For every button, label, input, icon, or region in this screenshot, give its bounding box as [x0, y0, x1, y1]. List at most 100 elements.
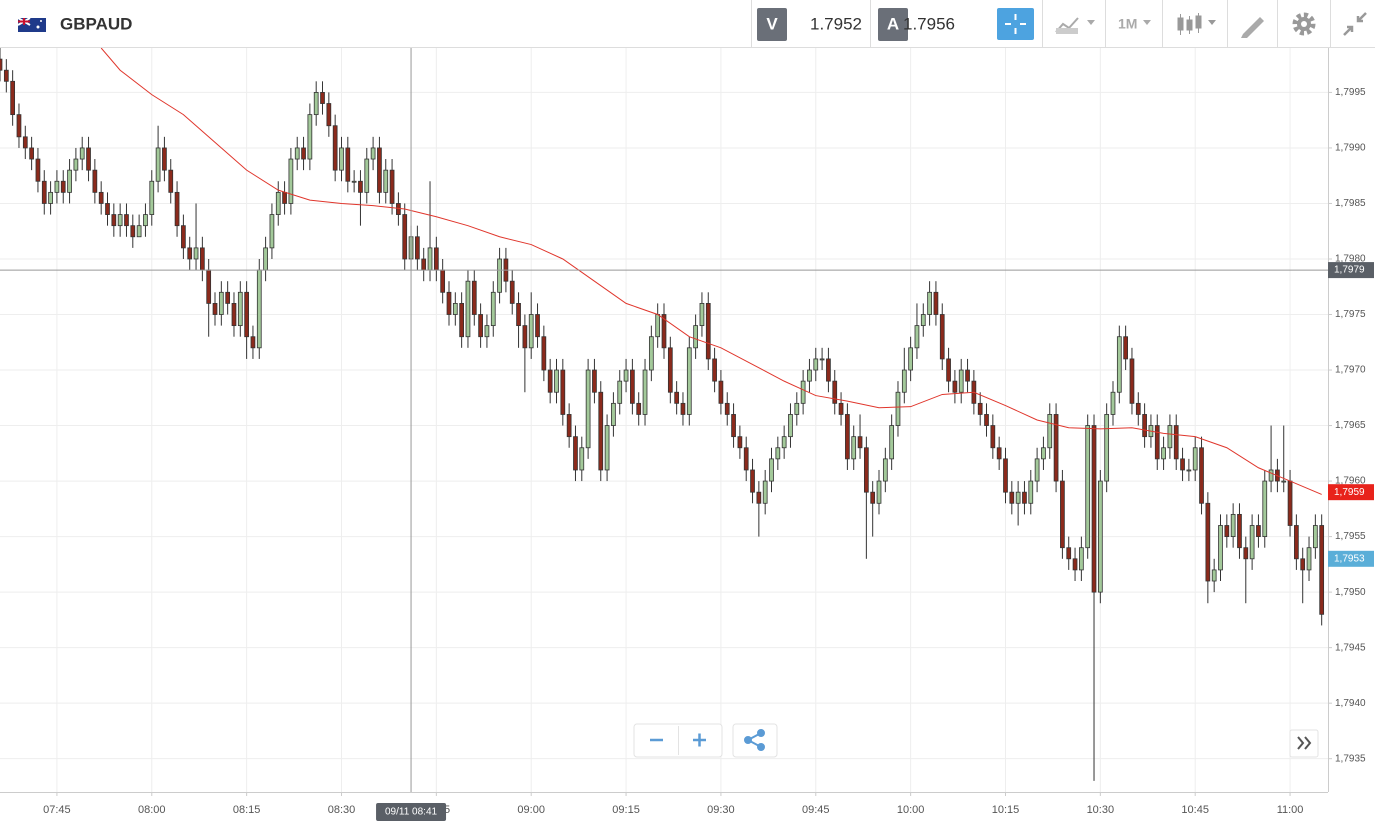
candle-body	[895, 391, 901, 426]
candle-body	[351, 180, 357, 183]
candle-body	[1034, 458, 1040, 482]
candle-body	[674, 391, 680, 404]
x-tick-label: 10:00	[897, 804, 925, 816]
candle-body	[585, 369, 591, 449]
candle-body	[301, 147, 306, 160]
candle-body	[946, 358, 951, 382]
scroll-end-button[interactable]	[1289, 729, 1319, 758]
x-tick-label: 09:15	[612, 804, 640, 816]
candle-body	[731, 414, 736, 438]
candle-body	[10, 80, 16, 116]
ask-label[interactable]: A	[887, 14, 899, 33]
candle-style-button[interactable]	[1177, 13, 1216, 35]
chart-type-button[interactable]	[1055, 17, 1095, 34]
candle-body	[838, 402, 844, 415]
candle-body	[263, 247, 268, 271]
candle-body	[1104, 414, 1110, 482]
candle-body	[623, 369, 629, 382]
toolbar	[0, 0, 1375, 48]
candle-body	[73, 158, 79, 171]
candle-body	[1205, 502, 1211, 582]
candle-body	[433, 247, 439, 271]
candle-body	[60, 180, 66, 193]
settings-button[interactable]	[1292, 12, 1316, 36]
candle-body	[86, 147, 91, 171]
candle-body	[3, 69, 9, 82]
collapse-button[interactable]	[1343, 12, 1367, 36]
candle-body	[22, 136, 28, 149]
y-tick-label: 1,7975	[1335, 309, 1366, 320]
candle-body	[294, 147, 300, 160]
last-price-tag-label: 1,7953	[1334, 553, 1365, 564]
candle-body	[1116, 336, 1122, 393]
candle-body	[402, 214, 408, 260]
candle-body	[655, 314, 661, 338]
candle-body	[389, 169, 395, 204]
y-tick-label: 1,7965	[1335, 420, 1366, 431]
candle-body	[1192, 447, 1198, 471]
candle-body	[1237, 513, 1242, 549]
zoom-in[interactable]	[693, 733, 706, 747]
candle-body	[459, 303, 464, 338]
candle-body	[149, 180, 155, 215]
last-price-tag	[1328, 550, 1374, 567]
x-tick-label: 09:45	[802, 804, 830, 816]
y-tick-label: 1,7985	[1335, 198, 1366, 209]
draw-button[interactable]	[1241, 17, 1264, 38]
candle-body	[1167, 425, 1173, 449]
candle-body	[111, 214, 117, 227]
candle-body	[174, 191, 180, 227]
candle-body	[864, 447, 869, 493]
candle-body	[288, 158, 294, 204]
crosshair-time-label: 09/11 08:41	[385, 807, 438, 818]
timeframe[interactable]: 1M	[1118, 16, 1137, 32]
candle-body	[48, 191, 53, 204]
candle-body	[775, 447, 781, 460]
crosshair-button[interactable]	[997, 8, 1034, 40]
x-tick-label: 09:00	[517, 804, 545, 816]
ask-button[interactable]	[878, 8, 908, 41]
candle-body	[1142, 414, 1147, 438]
candle-body	[358, 180, 363, 193]
candle-body	[1154, 425, 1160, 460]
candle-body	[598, 391, 604, 471]
candle-body	[845, 414, 850, 460]
candle-body	[415, 236, 420, 260]
candle-body	[1287, 480, 1293, 526]
candle-body	[1268, 469, 1274, 482]
candle-body	[686, 347, 692, 415]
y-tick-label: 1,7940	[1335, 698, 1366, 709]
y-tick-label: 1,7935	[1335, 753, 1366, 764]
candle-body	[870, 491, 876, 504]
candle-body	[269, 214, 275, 249]
candle-body	[1306, 547, 1312, 571]
timeframe-caret[interactable]	[1143, 20, 1151, 25]
candle-body	[478, 314, 483, 338]
candle-body	[187, 247, 193, 260]
crosshair-icon	[1005, 14, 1026, 34]
y-tick-label: 1,7950	[1335, 587, 1366, 598]
candle-body	[1300, 558, 1306, 571]
candle-body	[781, 436, 787, 449]
candle-body	[490, 291, 496, 327]
candle-body	[750, 469, 755, 493]
candle-body	[471, 280, 477, 315]
candle-body	[446, 291, 452, 315]
candle-body	[547, 369, 553, 393]
candle-body	[212, 303, 218, 315]
bid-label[interactable]: V	[766, 14, 778, 33]
candle-body	[1135, 402, 1141, 415]
candle-body	[1294, 525, 1299, 560]
share-button[interactable]	[732, 723, 778, 758]
candle-body	[826, 358, 831, 382]
candle-body	[35, 158, 41, 182]
candle-body	[1022, 491, 1027, 504]
candle-body	[699, 303, 705, 327]
y-tick-label: 1,7990	[1335, 143, 1366, 154]
candle-body	[996, 447, 1002, 460]
candle-body	[965, 369, 970, 382]
candle-body	[920, 314, 926, 327]
bid-button[interactable]	[757, 8, 787, 41]
ma-price-tag	[1328, 484, 1374, 501]
